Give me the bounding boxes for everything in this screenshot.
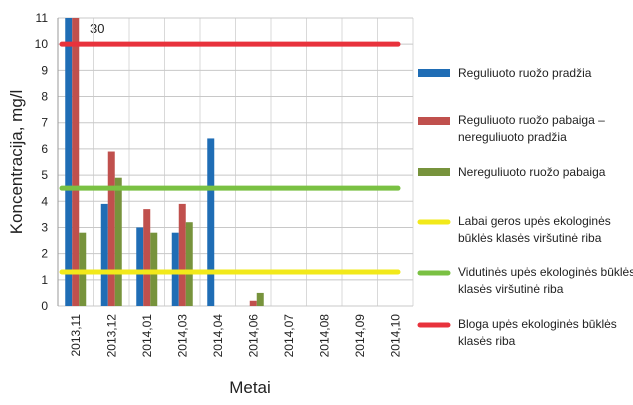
bar [65, 18, 73, 306]
y-tick-label: 4 [41, 194, 48, 208]
x-tick-label: 2014,03 [175, 314, 189, 358]
bar [143, 209, 151, 306]
legend-label: Nereguliuoto ruožo pabaiga [458, 165, 606, 179]
annotation: 30 [90, 21, 104, 36]
bar [114, 177, 122, 306]
legend-swatch [418, 168, 450, 176]
legend-swatch [418, 69, 450, 77]
bar [107, 151, 115, 306]
bar [136, 227, 144, 306]
y-axis-label: Koncentracija, mg/l [7, 90, 26, 235]
x-tick-label: 2014,07 [282, 314, 296, 358]
x-tick-label: 2013,12 [104, 314, 118, 358]
y-tick-label: 11 [36, 11, 49, 25]
legend-label: Reguliuoto ruožo pabaiga – nereguliuoto … [458, 113, 605, 144]
y-tick-label: 7 [41, 116, 48, 130]
x-tick-label: 2014,06 [246, 314, 260, 358]
y-tick-label: 5 [41, 168, 48, 182]
legend-label: Labai geros upės ekologinės būklės klasė… [458, 214, 611, 245]
bar [150, 232, 158, 306]
x-tick-label: 2014,08 [317, 314, 331, 358]
bar [72, 18, 80, 306]
bar [185, 222, 193, 306]
x-axis-label: Metai [229, 378, 271, 397]
plot-area [65, 18, 264, 306]
y-tick-label: 2 [41, 247, 48, 261]
y-tick-label: 1 [41, 273, 48, 287]
bar [249, 300, 257, 306]
x-tick-label: 2014,04 [211, 314, 225, 358]
x-tick-label: 2014,09 [353, 314, 367, 358]
legend-label: Vidutinės upės ekologinės būklės klasės … [458, 265, 633, 296]
legend-label: Reguliuoto ruožo pradžia [458, 66, 592, 80]
x-tick-label: 2013,11 [69, 314, 83, 357]
y-tick-label: 3 [41, 220, 48, 234]
y-tick-label: 10 [35, 37, 49, 51]
x-tick-label: 2014,01 [140, 314, 154, 358]
legend-swatch [418, 117, 450, 125]
legend-label: Bloga upės ekologinės būklės klasės riba [458, 317, 617, 348]
x-tick-label: 2014,10 [388, 314, 402, 358]
bar [207, 138, 215, 306]
y-tick-label: 8 [41, 90, 48, 104]
bar [256, 292, 264, 306]
bar [79, 232, 87, 306]
y-tick-label: 6 [41, 142, 48, 156]
bar [178, 203, 186, 306]
bar [171, 232, 179, 306]
y-tick-label: 9 [41, 63, 48, 77]
y-tick-label: 0 [41, 299, 48, 313]
bar [100, 203, 108, 306]
